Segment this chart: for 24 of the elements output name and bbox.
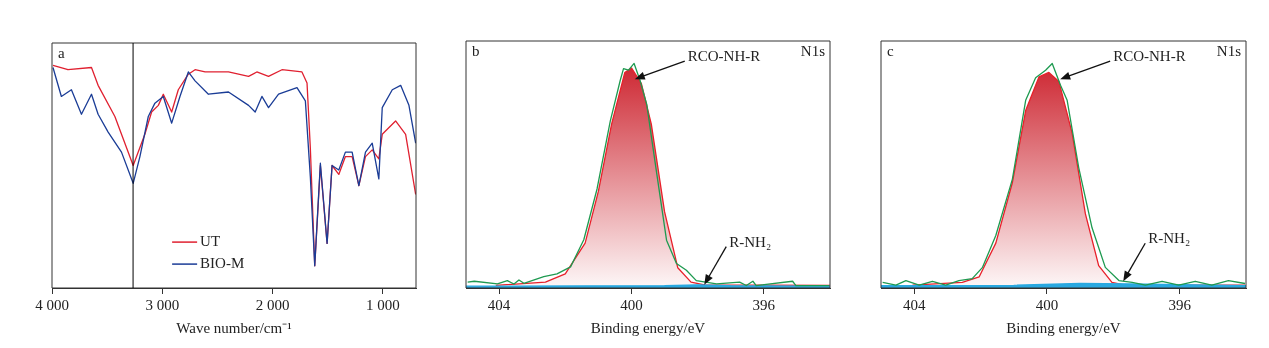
annotation: RCO-NH-R	[687, 48, 761, 65]
x-tick-label: 396	[1168, 296, 1192, 313]
legend-label: BIO-M	[200, 254, 245, 271]
text: N1s	[800, 43, 826, 60]
annotation: RCO-NH-R	[1113, 48, 1186, 65]
x-tick-label: 400	[620, 296, 643, 313]
text: N1s	[1216, 43, 1242, 60]
x-axis-title: Wave number/cm⁻¹	[176, 319, 292, 336]
annotation: R-NH₂	[1148, 230, 1191, 247]
text: c	[887, 43, 894, 60]
x-tick-label: 404	[902, 296, 926, 313]
x-tick-label: 1 000	[366, 296, 400, 313]
x-tick-label: 3 000	[145, 296, 180, 313]
x-tick-label: 2 000	[255, 296, 290, 313]
x-axis-title: Binding energy/eV	[1006, 319, 1121, 336]
x-tick-label: 396	[752, 296, 776, 313]
x-tick-label: 4 000	[35, 296, 69, 313]
x-tick-label: 404	[487, 296, 511, 313]
text: a	[58, 45, 65, 62]
x-tick-label: 400	[1035, 296, 1059, 313]
legend-label: UT	[200, 232, 221, 249]
text: b	[472, 43, 480, 60]
x-axis-title: Binding energy/eV	[590, 319, 706, 336]
annotation: R-NH₂	[729, 233, 772, 250]
